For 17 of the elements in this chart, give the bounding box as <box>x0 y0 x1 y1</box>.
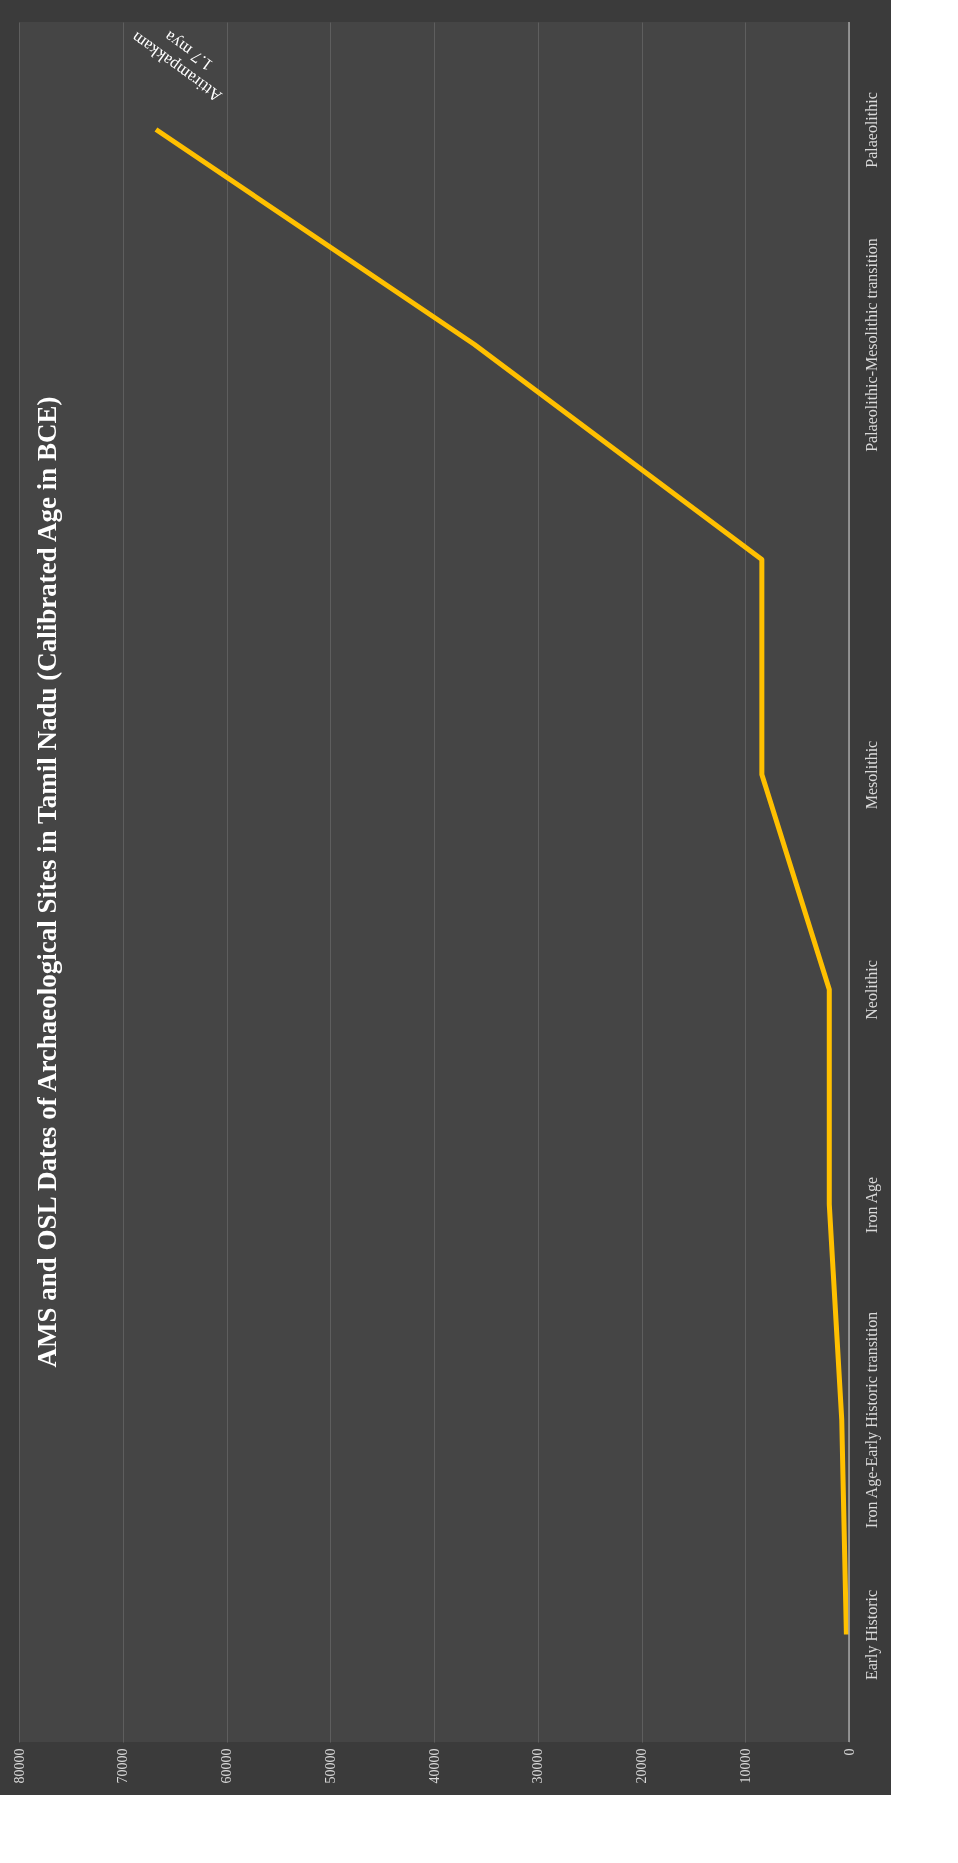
x-tick-label: 40000 <box>426 1748 442 1784</box>
y-tick-label: Palaeolithic <box>862 92 880 168</box>
x-tick-label: 80000 <box>11 1748 27 1784</box>
y-tick-label: Early Historic <box>862 1589 881 1681</box>
x-tick-label: 70000 <box>115 1748 131 1784</box>
y-tick-label: Iron Age <box>862 1176 881 1234</box>
x-tick-label: 0 <box>841 1748 857 1756</box>
x-tick-label: 60000 <box>219 1748 234 1784</box>
x-tick-label: 50000 <box>322 1748 338 1784</box>
y-tick-label: Neolithic <box>862 960 880 1020</box>
y-tick-label: Palaeolithic-Mesolithic transition <box>862 238 880 452</box>
x-tick-label: 20000 <box>634 1748 649 1784</box>
x-tick-label: 30000 <box>530 1748 546 1784</box>
y-tick-label: Iron Age-Early Historic transition <box>862 1311 881 1529</box>
x-tick-label: 10000 <box>737 1748 753 1784</box>
y-tick-label: Mesolithic <box>862 740 880 810</box>
text: AMS and OSL Dates of Archaeological Sites in Tamil Nadu (Calibrated Age in BCE) <box>32 396 62 1368</box>
